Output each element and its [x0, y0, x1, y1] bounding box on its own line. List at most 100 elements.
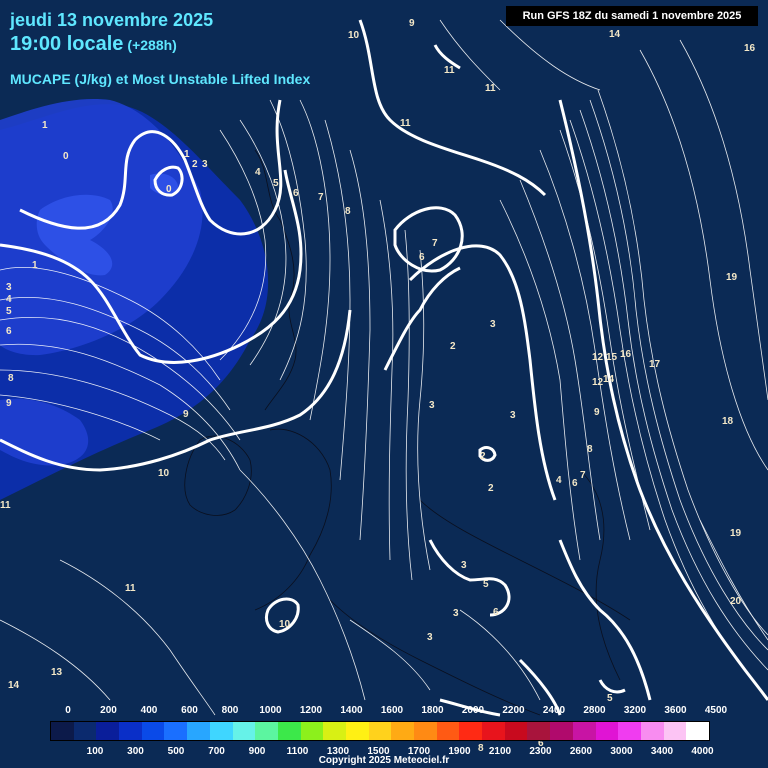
legend-label-bottom: 900 [248, 746, 266, 757]
contour-label: 7 [318, 192, 324, 203]
legend-swatch [119, 722, 142, 740]
contour-label: 1 [42, 120, 48, 131]
legend-label-bottom: 3000 [610, 746, 633, 757]
legend-swatch [504, 722, 528, 740]
contour-label: 10 [158, 468, 170, 479]
coastlines [184, 149, 631, 716]
contour-label: 10 [279, 619, 291, 630]
legend-label-bottom: 1900 [448, 746, 471, 757]
legend-label-bottom: 700 [208, 746, 225, 757]
legend-swatch [323, 722, 346, 740]
legend-swatch [618, 722, 641, 740]
legend-label-top: 2000 [461, 705, 485, 716]
contour-label: 2 [192, 159, 198, 170]
legend-swatch [414, 722, 437, 740]
contour-label: 6 [538, 738, 544, 749]
legend-label-bottom: 1500 [367, 746, 390, 757]
legend-swatch [368, 722, 392, 740]
legend-label-top: 3200 [623, 705, 647, 716]
forecast-offset: (+288h) [127, 37, 177, 53]
contour-label: 5 [483, 579, 489, 590]
contour-label: 8 [345, 206, 351, 217]
legend-swatch [482, 722, 505, 740]
legend-swatch [51, 722, 74, 740]
contour-label: 16 [744, 43, 756, 54]
contour-label: 4 [6, 294, 12, 305]
contour-label: 4 [556, 475, 562, 486]
contour-label: 9 [6, 398, 12, 409]
legend-label-top: 1000 [259, 705, 282, 716]
legend-label-top: 3600 [664, 705, 687, 716]
color-legend [50, 721, 710, 741]
contour-label: 14 [603, 374, 615, 385]
contour-label: 12 [592, 377, 604, 388]
contour-label: 5 [6, 306, 12, 317]
contour-label: 16 [620, 349, 632, 360]
forecast-time: 19:00 locale (+288h) [10, 33, 177, 56]
legend-label-top: 0 [65, 705, 71, 716]
contour-label: 2 [480, 451, 486, 462]
contour-label: 9 [183, 409, 189, 420]
legend-label-top: 800 [221, 705, 239, 716]
legend-label-bottom: 500 [167, 746, 185, 757]
contour-label: 6 [493, 607, 499, 618]
contour-label: 10 [348, 30, 360, 41]
legend-swatch [232, 722, 256, 740]
contour-label: 3 [453, 608, 459, 619]
contour-label: 8 [8, 373, 14, 384]
contour-label: 3 [202, 159, 208, 170]
contour-label: 7 [432, 238, 438, 249]
contour-label: 8 [478, 743, 484, 754]
contour-label: 3 [6, 282, 12, 293]
contour-label: 6 [6, 326, 12, 337]
legend-label-bottom: 1100 [286, 746, 309, 757]
legend-swatch [550, 722, 573, 740]
contour-label: 13 [51, 667, 63, 678]
contour-label: 11 [125, 583, 136, 594]
legend-label-top: 200 [100, 705, 117, 716]
legend-swatch [527, 722, 551, 740]
legend-label-bottom: 100 [86, 746, 104, 757]
legend-label-top: 1400 [340, 705, 363, 716]
legend-swatch [686, 722, 709, 740]
forecast-date: jeudi 13 novembre 2025 [10, 10, 214, 30]
contour-label: 0 [63, 151, 69, 162]
contour-label: 11 [485, 83, 496, 94]
contour-label: 17 [649, 359, 661, 370]
contour-label: 5 [607, 693, 613, 704]
legend-label-bottom: 2300 [529, 746, 552, 757]
legend-swatch [663, 722, 687, 740]
contour-label: 9 [409, 18, 415, 29]
legend-label-bottom: 300 [127, 746, 144, 757]
legend-label-top: 400 [140, 705, 158, 716]
legend-swatch [187, 722, 210, 740]
contour-label: 1 [184, 149, 190, 160]
contour-label: 14 [609, 29, 621, 40]
legend-swatch [164, 722, 188, 740]
contour-label: 3 [461, 560, 467, 571]
contour-label: 11 [0, 500, 11, 511]
contour-label: 6 [419, 252, 425, 263]
legend-swatch [436, 722, 460, 740]
contour-label: 11 [444, 65, 455, 76]
contour-label: 19 [726, 272, 738, 283]
run-info: Run GFS 18Z du samedi 1 novembre 2025 [506, 6, 758, 26]
contour-label: 6 [293, 188, 299, 199]
contour-label: 0 [166, 184, 172, 195]
legend-swatch [209, 722, 233, 740]
legend-label-bottom: 2100 [488, 746, 512, 757]
legend-swatch [459, 722, 483, 740]
contour-label: 3 [510, 410, 516, 421]
legend-label-bottom: 4000 [691, 746, 714, 757]
contour-label: 2 [488, 483, 494, 494]
legend-label-bottom: 1300 [326, 746, 350, 757]
cape-area-high [36, 194, 113, 276]
contour-label: 2 [450, 341, 456, 352]
contour-label: 7 [580, 470, 586, 481]
contour-label: 5 [273, 178, 279, 189]
legend-swatch [345, 722, 369, 740]
legend-swatch [255, 722, 278, 740]
legend-swatch [277, 722, 301, 740]
